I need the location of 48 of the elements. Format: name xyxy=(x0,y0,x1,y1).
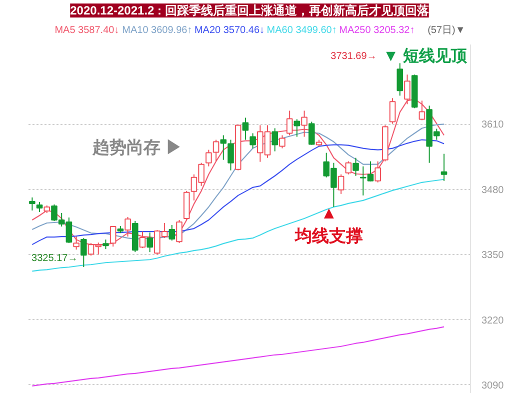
candlestick xyxy=(352,157,359,176)
candlestick xyxy=(440,153,448,182)
candlestick xyxy=(242,117,249,140)
candlestick xyxy=(146,232,153,253)
chart-title: 2020.12-2021.2 : 回踩季线后重回上涨通道，再创新高后才见顶回落 xyxy=(70,4,430,18)
line-series xyxy=(32,326,445,387)
candlestick xyxy=(418,100,426,121)
candlestick xyxy=(404,74,410,105)
annotation: ▲ 均线支撑 xyxy=(294,204,363,246)
candlestick xyxy=(286,110,293,136)
candlestick xyxy=(102,239,109,250)
y-tick-label: 3480 xyxy=(482,184,504,196)
candlestick xyxy=(250,132,256,149)
candlestick xyxy=(389,98,396,124)
y-tick-label: 3090 xyxy=(482,380,504,392)
candlestick xyxy=(396,62,404,96)
candlestick xyxy=(80,238,87,268)
candlestick xyxy=(338,174,344,194)
candlestick xyxy=(168,224,176,242)
annotation: 趋势尚存 ▶ xyxy=(92,138,182,157)
candlestick xyxy=(272,128,278,152)
candlestick xyxy=(36,201,43,212)
y-tick-label: 3350 xyxy=(482,250,504,262)
candlestick xyxy=(124,216,131,238)
candlestick xyxy=(176,220,182,244)
candlestick xyxy=(139,231,146,249)
line-series xyxy=(32,178,445,272)
text: (57日)▼ xyxy=(428,25,466,36)
candlestick xyxy=(110,226,116,248)
candlestick xyxy=(294,118,300,138)
candlestick xyxy=(73,236,80,250)
text: MA20 3570.46↓ xyxy=(194,25,265,36)
annotation: 3325.17→ xyxy=(32,253,78,264)
annotation: ▼ 短线见顶 xyxy=(382,47,468,65)
candlestick xyxy=(29,196,36,211)
y-tick-label: 3220 xyxy=(482,315,504,326)
candlestick xyxy=(279,134,286,149)
candlestick xyxy=(374,160,381,183)
candlestick xyxy=(301,110,308,138)
candlestick xyxy=(308,121,315,146)
text: MA5 3587.40↓ xyxy=(54,25,120,36)
text: MA60 3499.60↑ xyxy=(266,25,337,36)
text: MA10 3609.96↑ xyxy=(122,25,192,36)
annotation: 3731.69→ xyxy=(330,51,377,62)
line-series xyxy=(32,139,445,246)
y-tick-label: 3610 xyxy=(482,120,504,131)
candlestick xyxy=(345,160,352,175)
text: MA250 3205.32↑ xyxy=(339,25,415,36)
